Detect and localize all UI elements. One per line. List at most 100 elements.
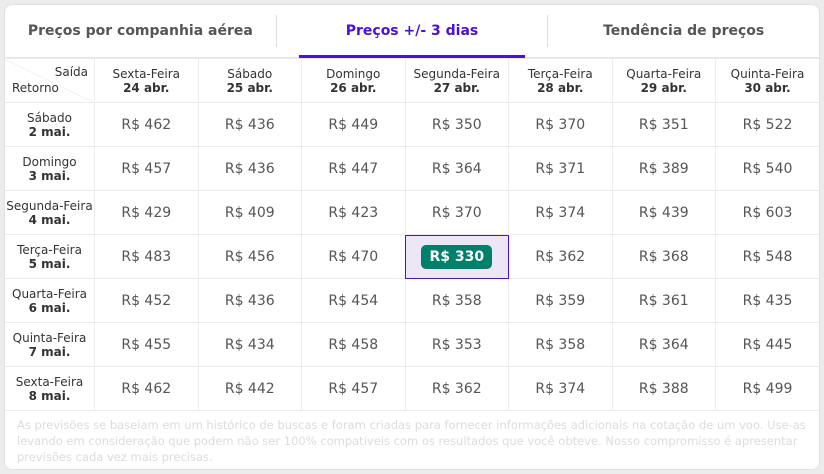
tab-price-trend[interactable]: Tendência de preços <box>603 23 765 39</box>
price-cell[interactable]: R$ 364 <box>404 146 509 191</box>
return-date-header: Terça-Feira 5 mai. <box>5 234 95 279</box>
departure-date-header: Sábado 25 abr. <box>197 58 302 103</box>
date: 26 abr. <box>330 80 377 95</box>
price-cell[interactable]: R$ 603 <box>715 190 819 235</box>
price-cell[interactable]: R$ 374 <box>508 190 613 235</box>
price-cell[interactable]: R$ 370 <box>404 190 509 235</box>
price-cell[interactable]: R$ 389 <box>611 146 716 191</box>
table-row: Sexta-Feira 8 mai. R$ 462 R$ 442 R$ 457 R$ 36… <box>5 366 819 411</box>
return-label: Retorno <box>12 81 59 95</box>
price-cell[interactable]: R$ 370 <box>508 102 613 147</box>
table-row: Sábado 2 mai. R$ 462 R$ 436 R$ 449 R$ 350 R$ 3… <box>5 102 819 147</box>
tab-bar: Preços por companhia aérea Preços +/- 3 … <box>5 5 819 58</box>
departure-date-header: Terça-Feira 28 abr. <box>508 58 613 103</box>
table-row: Terça-Feira 5 mai. R$ 483 R$ 456 R$ 470 R$ 33… <box>5 234 819 279</box>
price-cell[interactable]: R$ 462 <box>94 366 199 411</box>
price-cell[interactable]: R$ 548 <box>715 234 819 279</box>
price-cell[interactable]: R$ 434 <box>197 322 302 367</box>
day-name: Sábado <box>227 66 273 81</box>
price-cell[interactable]: R$ 445 <box>715 322 819 367</box>
day-name: Domingo <box>326 66 381 81</box>
departure-date-header: Sexta-Feira 24 abr. <box>94 58 199 103</box>
price-cell[interactable]: R$ 454 <box>301 278 406 323</box>
price-cell[interactable]: R$ 362 <box>508 234 613 279</box>
date: 28 abr. <box>537 80 584 95</box>
date: 4 mai. <box>28 212 71 227</box>
price-cell[interactable]: R$ 388 <box>611 366 716 411</box>
day-name: Sexta-Feira <box>15 374 84 389</box>
departure-date-header: Quinta-Feira 30 abr. <box>715 58 819 103</box>
price-cell[interactable]: R$ 455 <box>94 322 199 367</box>
price-cell[interactable]: R$ 456 <box>197 234 302 279</box>
date: 3 mai. <box>28 168 71 183</box>
price-cell[interactable]: R$ 452 <box>94 278 199 323</box>
price-cell[interactable]: R$ 368 <box>611 234 716 279</box>
price-cell[interactable]: R$ 359 <box>508 278 613 323</box>
price-cell-best[interactable]: R$ 330 <box>404 234 509 279</box>
table-row: Quarta-Feira 6 mai. R$ 452 R$ 436 R$ 454 R$ 3… <box>5 278 819 323</box>
date: 6 mai. <box>28 300 71 315</box>
return-date-header: Segunda-Feira 4 mai. <box>5 190 95 235</box>
date: 25 abr. <box>226 80 273 95</box>
tab-airline-prices[interactable]: Preços por companhia aérea <box>27 23 253 39</box>
price-cell[interactable]: R$ 361 <box>611 278 716 323</box>
price-cell[interactable]: R$ 442 <box>197 366 302 411</box>
corner-header: Saída Retorno <box>5 58 95 103</box>
disclaimer-text: As previsões se baseiam em um histórico … <box>17 418 806 464</box>
price-cell[interactable]: R$ 462 <box>94 102 199 147</box>
date: 7 mai. <box>28 344 71 359</box>
table-row: Domingo 3 mai. R$ 457 R$ 436 R$ 447 R$ 364 R$ … <box>5 146 819 191</box>
day-name: Domingo <box>22 154 77 169</box>
price-cell[interactable]: R$ 409 <box>197 190 302 235</box>
return-date-header: Sábado 2 mai. <box>5 102 95 147</box>
price-cell[interactable]: R$ 439 <box>611 190 716 235</box>
price-cell[interactable]: R$ 371 <box>508 146 613 191</box>
price-cell[interactable]: R$ 470 <box>301 234 406 279</box>
table-row: Quinta-Feira 7 mai. R$ 455 R$ 434 R$ 458 R$ 3… <box>5 322 819 367</box>
price-cell[interactable]: R$ 429 <box>94 190 199 235</box>
tab-flexible-dates[interactable]: Preços +/- 3 dias <box>277 5 548 58</box>
day-name: Terça-Feira <box>17 242 82 257</box>
table-row: Segunda-Feira 4 mai. R$ 429 R$ 409 R$ 423 R$ … <box>5 190 819 235</box>
price-cell[interactable]: R$ 483 <box>94 234 199 279</box>
day-name: Quinta-Feira <box>12 330 87 345</box>
tab-divider <box>547 15 549 47</box>
price-cell[interactable]: R$ 353 <box>404 322 509 367</box>
price-cell[interactable]: R$ 351 <box>611 102 716 147</box>
date: 8 mai. <box>28 388 71 403</box>
day-name: Sexta-Feira <box>112 66 181 81</box>
price-cell[interactable]: R$ 457 <box>94 146 199 191</box>
price-cell[interactable]: R$ 364 <box>611 322 716 367</box>
price-cell[interactable]: R$ 436 <box>197 102 302 147</box>
date: 5 mai. <box>28 256 71 271</box>
price-cell[interactable]: R$ 423 <box>301 190 406 235</box>
price-cell[interactable]: R$ 449 <box>301 102 406 147</box>
best-price-badge: R$ 330 <box>421 244 493 269</box>
return-date-header: Quinta-Feira 7 mai. <box>5 322 95 367</box>
price-cell[interactable]: R$ 435 <box>715 278 819 323</box>
price-cell[interactable]: R$ 436 <box>197 146 302 191</box>
price-cell[interactable]: R$ 350 <box>404 102 509 147</box>
price-cell[interactable]: R$ 358 <box>404 278 509 323</box>
date: 2 mai. <box>28 124 71 139</box>
price-cell[interactable]: R$ 499 <box>715 366 819 411</box>
date: 30 abr. <box>744 80 791 95</box>
price-cell[interactable]: R$ 358 <box>508 322 613 367</box>
price-calendar-card: Preços por companhia aérea Preços +/- 3 … <box>4 4 820 470</box>
price-cell[interactable]: R$ 374 <box>508 366 613 411</box>
departure-date-header: Domingo 26 abr. <box>301 58 406 103</box>
price-cell[interactable]: R$ 522 <box>715 102 819 147</box>
price-cell[interactable]: R$ 457 <box>301 366 406 411</box>
price-cell[interactable]: R$ 436 <box>197 278 302 323</box>
price-cell[interactable]: R$ 362 <box>404 366 509 411</box>
price-cell[interactable]: R$ 540 <box>715 146 819 191</box>
day-name: Sábado <box>27 110 72 125</box>
price-cell[interactable]: R$ 447 <box>301 146 406 191</box>
departure-label: Saída <box>54 65 88 79</box>
day-name: Quarta-Feira <box>12 286 87 301</box>
return-date-header: Quarta-Feira 6 mai. <box>5 278 95 323</box>
date: 29 abr. <box>640 80 687 95</box>
price-cell[interactable]: R$ 458 <box>301 322 406 367</box>
departure-date-header: Segunda-Feira 27 abr. <box>404 58 509 103</box>
return-date-header: Domingo 3 mai. <box>5 146 95 191</box>
